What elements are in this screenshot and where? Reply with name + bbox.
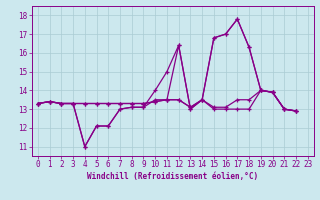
X-axis label: Windchill (Refroidissement éolien,°C): Windchill (Refroidissement éolien,°C) <box>87 172 258 181</box>
